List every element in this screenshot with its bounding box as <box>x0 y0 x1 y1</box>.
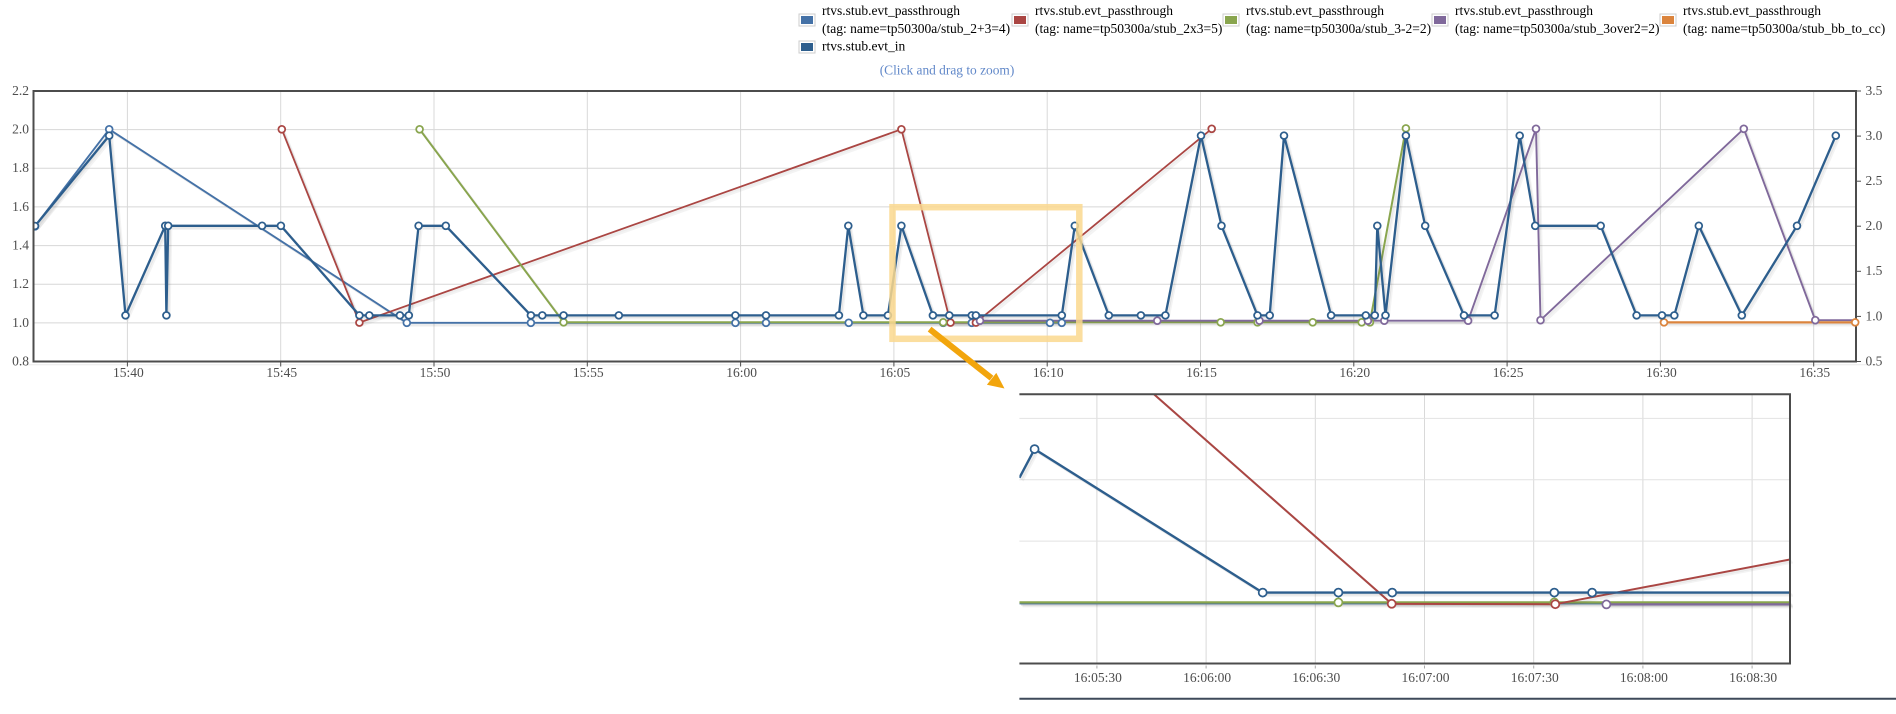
svg-text:0.5: 0.5 <box>1866 353 1883 368</box>
svg-text:2.5: 2.5 <box>1866 173 1883 188</box>
svg-text:15:50: 15:50 <box>420 365 451 380</box>
svg-text:rtvs.stub.evt_passthrough: rtvs.stub.evt_passthrough <box>822 3 960 18</box>
svg-text:16:35: 16:35 <box>1799 365 1830 380</box>
svg-text:16:25: 16:25 <box>1493 365 1524 380</box>
svg-text:16:08:30: 16:08:30 <box>1729 670 1777 685</box>
svg-text:rtvs.stub.evt_in: rtvs.stub.evt_in <box>822 39 905 54</box>
svg-text:16:15: 16:15 <box>1186 365 1217 380</box>
svg-text:0.8: 0.8 <box>12 353 29 368</box>
svg-text:16:30: 16:30 <box>1646 365 1677 380</box>
svg-text:15:55: 15:55 <box>573 365 604 380</box>
svg-text:1.0: 1.0 <box>12 315 29 330</box>
svg-text:16:05:30: 16:05:30 <box>1074 670 1122 685</box>
svg-text:16:06:30: 16:06:30 <box>1292 670 1340 685</box>
svg-text:15:45: 15:45 <box>266 365 297 380</box>
svg-text:16:10: 16:10 <box>1033 365 1064 380</box>
svg-text:(tag: name=tp50300a/stub_bb_to: (tag: name=tp50300a/stub_bb_to_cc) <box>1683 21 1885 36</box>
svg-text:rtvs.stub.evt_passthrough: rtvs.stub.evt_passthrough <box>1035 3 1173 18</box>
svg-text:16:07:00: 16:07:00 <box>1401 670 1449 685</box>
svg-text:rtvs.stub.evt_passthrough: rtvs.stub.evt_passthrough <box>1246 3 1384 18</box>
svg-text:(tag: name=tp50300a/stub_2+3=4: (tag: name=tp50300a/stub_2+3=4) <box>822 21 1010 36</box>
svg-text:(tag: name=tp50300a/stub_3-2=2: (tag: name=tp50300a/stub_3-2=2) <box>1246 21 1431 36</box>
svg-text:3.5: 3.5 <box>1866 83 1883 98</box>
svg-text:1.2: 1.2 <box>12 276 29 291</box>
svg-text:1.6: 1.6 <box>12 199 29 214</box>
svg-text:16:00: 16:00 <box>726 365 757 380</box>
svg-text:1.4: 1.4 <box>12 238 29 253</box>
svg-text:16:06:00: 16:06:00 <box>1183 670 1231 685</box>
svg-text:2.0: 2.0 <box>1866 218 1883 233</box>
svg-text:(tag: name=tp50300a/stub_2x3=5: (tag: name=tp50300a/stub_2x3=5) <box>1035 21 1222 36</box>
svg-text:(Click and drag to zoom): (Click and drag to zoom) <box>880 63 1015 78</box>
svg-text:rtvs.stub.evt_passthrough: rtvs.stub.evt_passthrough <box>1683 3 1821 18</box>
svg-text:rtvs.stub.evt_passthrough: rtvs.stub.evt_passthrough <box>1455 3 1593 18</box>
svg-text:1.8: 1.8 <box>12 160 29 175</box>
svg-text:16:05: 16:05 <box>880 365 911 380</box>
svg-text:15:40: 15:40 <box>113 365 144 380</box>
svg-text:16:08:00: 16:08:00 <box>1620 670 1668 685</box>
svg-text:1.0: 1.0 <box>1866 308 1883 323</box>
svg-text:2.0: 2.0 <box>12 122 29 137</box>
svg-text:16:20: 16:20 <box>1339 365 1370 380</box>
svg-text:2.2: 2.2 <box>12 83 29 98</box>
svg-text:16:07:30: 16:07:30 <box>1511 670 1559 685</box>
svg-text:(tag: name=tp50300a/stub_3over: (tag: name=tp50300a/stub_3over2=2) <box>1455 21 1660 36</box>
svg-text:1.5: 1.5 <box>1866 263 1883 278</box>
svg-text:3.0: 3.0 <box>1866 128 1883 143</box>
